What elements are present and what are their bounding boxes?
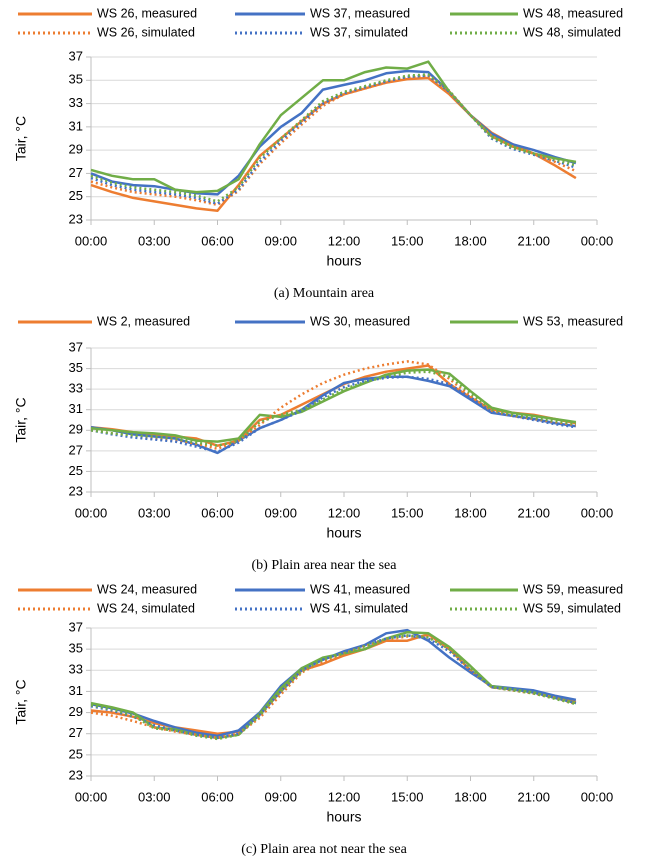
series-line <box>90 634 577 741</box>
y-tick-label: 29 <box>69 704 83 719</box>
legend-label: WS 37, measured <box>310 6 410 20</box>
x-tick-label: 12:00 <box>328 789 361 804</box>
legend-label: WS 24, measured <box>97 582 197 596</box>
y-tick-label: 23 <box>69 483 83 498</box>
legend-label: WS 41, simulated <box>310 601 408 615</box>
x-tick-label: 12:00 <box>328 505 361 520</box>
y-tick-label: 31 <box>69 118 83 133</box>
x-tick-label: 09:00 <box>264 233 297 248</box>
y-tick-label: 27 <box>69 442 83 457</box>
y-tick-label: 27 <box>69 165 83 180</box>
y-tick-label: 31 <box>69 401 83 416</box>
x-tick-label: 00:00 <box>581 505 614 520</box>
y-tick-label: 25 <box>69 188 83 203</box>
y-tick-label: 25 <box>69 746 83 761</box>
x-tick-label: 00:00 <box>75 233 108 248</box>
legend-label: WS 59, simulated <box>523 601 621 615</box>
x-tick-label: 21:00 <box>517 233 550 248</box>
y-tick-label: 23 <box>69 211 83 226</box>
x-tick-label: 18:00 <box>454 789 487 804</box>
x-tick-label: 00:00 <box>75 505 108 520</box>
series-line <box>90 370 577 447</box>
caption: (a) Mountain area <box>274 286 375 301</box>
x-tick-label: 09:00 <box>264 789 297 804</box>
x-tick-label: 00:00 <box>75 789 108 804</box>
x-tick-label: 18:00 <box>454 233 487 248</box>
x-tick-label: 00:00 <box>581 233 614 248</box>
legend-label: WS 24, simulated <box>97 601 195 615</box>
legend-label: WS 41, measured <box>310 582 410 596</box>
y-tick-label: 35 <box>69 72 83 87</box>
legend-label: WS 48, simulated <box>523 25 621 39</box>
x-tick-label: 06:00 <box>201 505 234 520</box>
x-tick-label: 21:00 <box>517 505 550 520</box>
y-tick-label: 37 <box>69 48 83 63</box>
y-tick-label: 35 <box>69 360 83 375</box>
x-tick-label: 21:00 <box>517 789 550 804</box>
x-tick-label: 15:00 <box>391 505 424 520</box>
caption: (b) Plain area near the sea <box>252 558 398 573</box>
caption: (c) Plain area not near the sea <box>241 842 407 857</box>
series-line <box>90 628 577 738</box>
legend-label: WS 2, measured <box>97 314 190 328</box>
y-tick-label: 33 <box>69 381 83 396</box>
x-tick-label: 06:00 <box>201 789 234 804</box>
y-tick-label: 23 <box>69 767 83 782</box>
x-tick-label: 03:00 <box>138 789 171 804</box>
legend-label: WS 59, measured <box>523 582 623 596</box>
y-axis-label: Tair, °C <box>13 116 29 161</box>
y-axis-label: Tair, °C <box>13 679 29 724</box>
x-tick-label: 03:00 <box>138 505 171 520</box>
series-line <box>90 630 577 740</box>
y-tick-label: 33 <box>69 95 83 110</box>
x-tick-label: 18:00 <box>454 505 487 520</box>
legend-label: WS 53, measured <box>523 314 623 328</box>
series-line <box>90 368 577 443</box>
x-tick-label: 06:00 <box>201 233 234 248</box>
x-tick-label: 03:00 <box>138 233 171 248</box>
series-line <box>90 74 577 207</box>
legend-label: WS 26, measured <box>97 6 197 20</box>
x-tick-label: 15:00 <box>391 233 424 248</box>
legend-label: WS 48, measured <box>523 6 623 20</box>
x-tick-label: 00:00 <box>581 789 614 804</box>
legend-label: WS 37, simulated <box>310 25 408 39</box>
y-tick-label: 35 <box>69 641 83 656</box>
series-line <box>90 375 577 454</box>
y-axis-label: Tair, °C <box>13 397 29 442</box>
y-tick-label: 33 <box>69 662 83 677</box>
y-tick-label: 31 <box>69 683 83 698</box>
x-tick-label: 15:00 <box>391 789 424 804</box>
y-tick-label: 29 <box>69 422 83 437</box>
x-axis-label: hours <box>326 253 361 269</box>
y-tick-label: 29 <box>69 142 83 157</box>
y-tick-label: 37 <box>69 339 83 354</box>
series-line <box>90 69 577 196</box>
x-tick-label: 09:00 <box>264 505 297 520</box>
legend-label: WS 30, measured <box>310 314 410 328</box>
x-axis-label: hours <box>326 525 361 541</box>
x-axis-label: hours <box>326 809 361 825</box>
series-line <box>90 634 577 740</box>
y-tick-label: 25 <box>69 463 83 478</box>
y-tick-label: 37 <box>69 619 83 634</box>
legend-label: WS 26, simulated <box>97 25 195 39</box>
y-tick-label: 27 <box>69 725 83 740</box>
x-tick-label: 12:00 <box>328 233 361 248</box>
